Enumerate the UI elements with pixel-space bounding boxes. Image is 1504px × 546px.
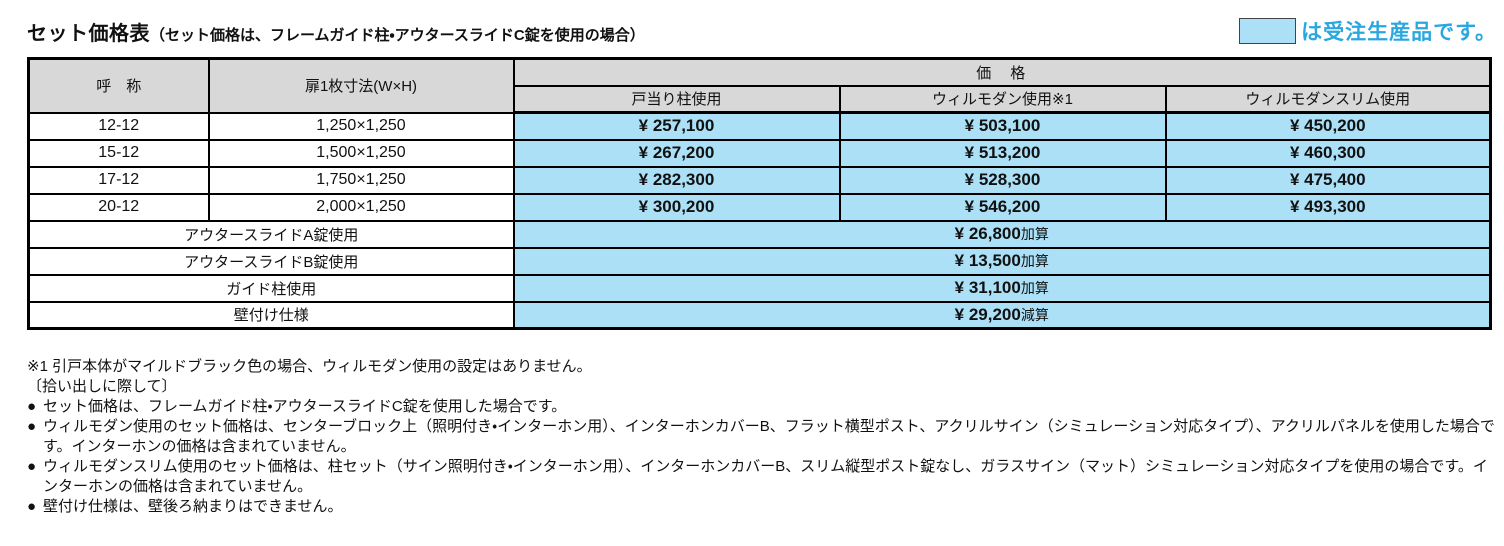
addon-row: アウタースライドB錠使用 ¥ 13,500加算	[27, 246, 1492, 276]
addon-price-suffix: 加算	[1020, 226, 1049, 242]
set-price-table: 呼 称 扉1枚寸法(W×H) 価 格 戸当り柱使用 ウィルモダン使用※1 ウィル…	[27, 57, 1493, 330]
size-cell: 1,250×1,250	[207, 111, 515, 141]
addon-price-suffix: 加算	[1020, 253, 1049, 269]
price-cell: ¥ 267,200	[512, 138, 841, 168]
addon-price: ¥ 26,800	[954, 224, 1021, 243]
addon-price: ¥ 29,200	[954, 304, 1021, 324]
addon-label-cell: 壁付け仕様	[27, 300, 515, 330]
addon-price-cell: ¥ 26,800加算	[512, 219, 1492, 249]
legend-label: は受注生産品です。	[1301, 21, 1497, 44]
bullet-icon: ●	[27, 498, 37, 515]
footnote-text: ウィルモダンスリム使用のセット価格は、柱セット（サイン照明付き・インターホン用）…	[43, 458, 1488, 495]
addon-row: 壁付け仕様 ¥ 29,200減算	[27, 300, 1492, 330]
price-cell: ¥ 503,100	[838, 111, 1167, 141]
col-header-name: 呼 称	[27, 57, 210, 114]
footnote-bullet: ● 壁付け仕様は、壁後ろ納まりはできません。	[27, 497, 1497, 517]
name-cell: 20-12	[27, 192, 210, 222]
price-cell: ¥ 257,100	[512, 111, 841, 141]
name-cell: 12-12	[27, 111, 210, 141]
addon-price-suffix: 減算	[1020, 306, 1049, 323]
col-header-doatari: 戸当り柱使用	[512, 84, 841, 114]
page-header: セット価格表（セット価格は、フレームガイド柱・アウタースライドC錠を使用の場合）…	[27, 16, 1497, 46]
page-title: セット価格表（セット価格は、フレームガイド柱・アウタースライドC錠を使用の場合）	[27, 17, 645, 46]
table-row: 12-12 1,250×1,250 ¥ 257,100 ¥ 503,100 ¥ …	[27, 111, 1492, 141]
footnotes: ※1 引戸本体がマイルドブラック色の場合、ウィルモダン使用の設定はありません。 …	[27, 357, 1497, 517]
price-cell: ¥ 475,400	[1164, 165, 1492, 195]
footnote-text: ウィルモダン使用のセット価格は、センターブロック上（照明付き・インターホン用）、…	[43, 418, 1495, 455]
price-cell: ¥ 546,200	[838, 192, 1167, 222]
header-row-2: 戸当り柱使用 ウィルモダン使用※1 ウィルモダンスリム使用	[29, 84, 1492, 114]
footnote-bullet: ● ウィルモダンスリム使用のセット価格は、柱セット（サイン照明付き・インターホン…	[27, 457, 1497, 497]
addon-price-suffix: 加算	[1020, 280, 1049, 296]
size-cell: 1,500×1,250	[207, 138, 515, 168]
table-row: 17-12 1,750×1,250 ¥ 282,300 ¥ 528,300 ¥ …	[27, 165, 1492, 195]
price-cell: ¥ 282,300	[512, 165, 841, 195]
size-cell: 2,000×1,250	[207, 192, 515, 222]
addon-price: ¥ 13,500	[954, 251, 1021, 270]
footnote-ref1: ※1 引戸本体がマイルドブラック色の場合、ウィルモダン使用の設定はありません。	[27, 358, 592, 375]
footnote-text: 壁付け仕様は、壁後ろ納まりはできません。	[43, 498, 343, 515]
bullet-icon: ●	[27, 398, 37, 415]
made-to-order-legend: は受注生産品です。	[1239, 16, 1497, 46]
addon-price: ¥ 31,100	[954, 278, 1021, 297]
page-title-note: （セット価格は、フレームガイド柱・アウタースライドC錠を使用の場合）	[150, 27, 645, 44]
col-header-willmodern-slim: ウィルモダンスリム使用	[1164, 84, 1492, 114]
price-cell: ¥ 300,200	[512, 192, 841, 222]
addon-row: アウタースライドA錠使用 ¥ 26,800加算	[27, 219, 1492, 249]
bullet-icon: ●	[27, 458, 37, 475]
addon-label-cell: ガイド柱使用	[27, 273, 515, 303]
footnote-bullet: ● セット価格は、フレームガイド柱・アウタースライドC錠を使用した場合です。	[27, 397, 1497, 417]
addon-price-cell: ¥ 13,500加算	[512, 246, 1492, 276]
price-cell: ¥ 450,200	[1164, 111, 1492, 141]
blue-swatch-icon	[1239, 18, 1297, 44]
addon-price-cell: ¥ 31,100加算	[512, 273, 1492, 303]
page-title-text: セット価格表	[27, 23, 150, 45]
col-header-size: 扉1枚寸法(W×H)	[207, 57, 515, 114]
price-cell: ¥ 513,200	[838, 138, 1167, 168]
footnote-section-title: 〔拾い出しに際して〕	[27, 378, 177, 395]
price-cell: ¥ 528,300	[838, 165, 1167, 195]
size-cell: 1,750×1,250	[207, 165, 515, 195]
name-cell: 15-12	[27, 138, 210, 168]
footnote-text: セット価格は、フレームガイド柱・アウタースライドC錠を使用した場合です。	[43, 398, 567, 415]
bullet-icon: ●	[27, 418, 37, 435]
addon-price-cell: ¥ 29,200減算	[512, 300, 1492, 330]
col-header-price-group: 価 格	[512, 57, 1492, 87]
addon-label-cell: アウタースライドB錠使用	[27, 246, 515, 276]
addon-row: ガイド柱使用 ¥ 31,100加算	[27, 273, 1492, 303]
header-row-1: 呼 称 扉1枚寸法(W×H) 価 格	[27, 57, 1492, 114]
col-header-willmodern: ウィルモダン使用※1	[838, 84, 1167, 114]
name-cell: 17-12	[27, 165, 210, 195]
table-row: 15-12 1,500×1,250 ¥ 267,200 ¥ 513,200 ¥ …	[27, 138, 1492, 168]
table-row: 20-12 2,000×1,250 ¥ 300,200 ¥ 546,200 ¥ …	[27, 192, 1492, 222]
footnote-bullet: ● ウィルモダン使用のセット価格は、センターブロック上（照明付き・インターホン用…	[27, 417, 1497, 457]
price-cell: ¥ 493,300	[1164, 192, 1492, 222]
price-cell: ¥ 460,300	[1164, 138, 1492, 168]
addon-label-cell: アウタースライドA錠使用	[27, 219, 515, 249]
